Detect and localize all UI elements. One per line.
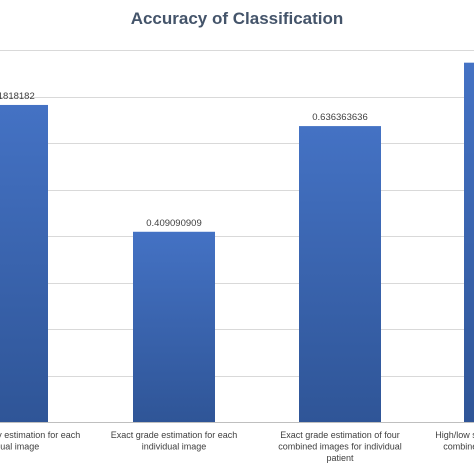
bar: [299, 126, 381, 422]
data-label: 0.636363636: [312, 112, 367, 123]
bar: [133, 231, 215, 422]
category-label-line: individual image: [142, 442, 207, 452]
category-label: Exact grade estimation of four combined i…: [278, 430, 402, 463]
chart-title: Accuracy of Classification: [130, 9, 344, 28]
category-label-line: High/low severity estimation for each: [0, 430, 80, 440]
category-label-line: High/low severity estimation of four: [435, 430, 474, 440]
category-label: High/low severity estimation of four comb…: [435, 430, 474, 463]
category-label-line: combined images for individual: [278, 442, 402, 452]
bar: [464, 62, 474, 422]
category-label-line: Exact grade estimation of four: [280, 430, 400, 440]
category-label-line: patient: [326, 453, 354, 463]
category-label-line: individual image: [0, 442, 39, 452]
data-label: 0.409090909: [146, 218, 201, 229]
data-label: 0.681818182: [0, 91, 35, 102]
bar: [0, 104, 48, 423]
category-label-line: combined images for individual: [443, 442, 474, 452]
category-label: Exact grade estimation for each individua…: [111, 430, 238, 452]
category-label-line: Exact grade estimation for each: [111, 430, 238, 440]
category-label: High/low severity estimation for each ind…: [0, 430, 80, 452]
